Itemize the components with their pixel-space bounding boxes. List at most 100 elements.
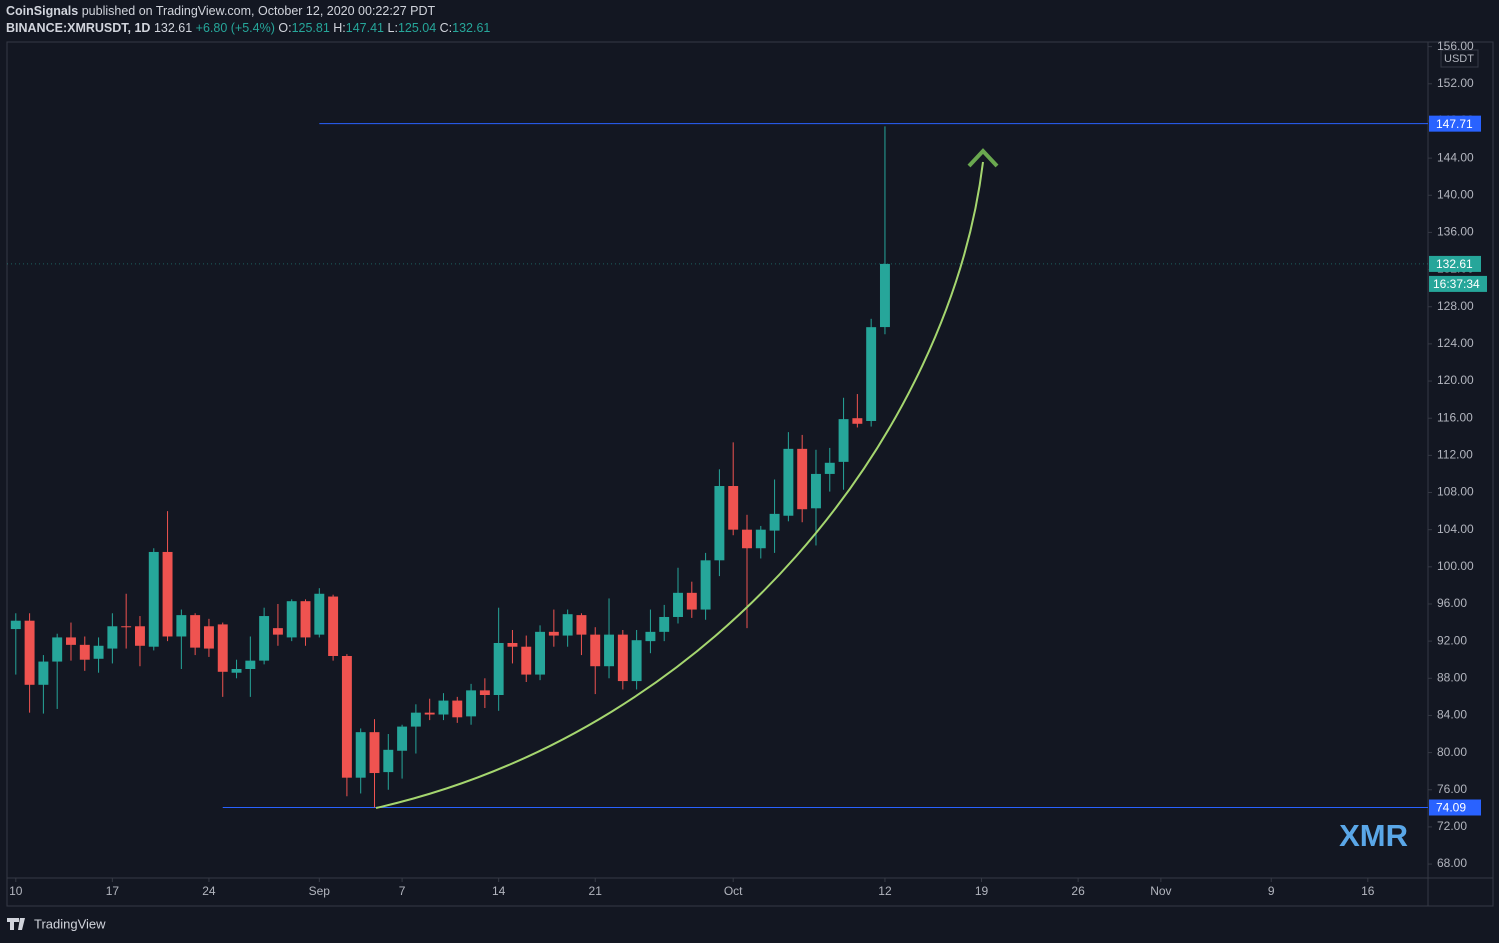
candle-body: [245, 660, 256, 669]
header-line-1: CoinSignals published on TradingView.com…: [6, 4, 436, 18]
candle-body: [328, 596, 339, 656]
candle-body: [66, 637, 76, 645]
candle-body: [755, 529, 766, 549]
candle-body: [38, 661, 49, 685]
publisher: CoinSignals: [6, 4, 78, 18]
candle-body: [79, 644, 90, 660]
candle-body: [300, 601, 311, 638]
candle-body: [811, 473, 821, 509]
price-line-label: 74.09: [1436, 801, 1466, 815]
c-label: C:: [440, 21, 453, 35]
plot: [7, 123, 1428, 808]
candle-body: [272, 628, 283, 635]
x-tick-label: Sep: [309, 884, 331, 898]
y-tick-label: 120.00: [1437, 373, 1474, 387]
candle-body: [645, 631, 656, 642]
y-tick-label: 92.00: [1437, 633, 1467, 647]
y-tick-label: 96.00: [1437, 596, 1467, 610]
y-tick-label: 116.00: [1437, 410, 1473, 424]
candle-body: [714, 486, 725, 561]
candle-body: [576, 615, 587, 635]
watermark: XMR: [1339, 818, 1408, 853]
y-tick-label: 80.00: [1437, 745, 1467, 759]
y-tick-label: 140.00: [1437, 187, 1474, 201]
y-tick-label: 128.00: [1437, 299, 1474, 313]
symbol: BINANCE:XMRUSDT, 1D: [6, 21, 150, 35]
candle-body: [466, 690, 477, 717]
published: published on TradingView.com, October 12…: [82, 4, 436, 18]
candle-body: [852, 418, 863, 424]
candle-body: [162, 551, 173, 637]
candle-body: [728, 486, 739, 530]
o-value: 125.81: [292, 21, 330, 35]
candle-body: [590, 634, 601, 667]
candle-body: [866, 327, 877, 421]
y-tick-label: 152.00: [1437, 76, 1474, 90]
price-line-tag: [1429, 115, 1481, 132]
o-label: O:: [278, 21, 291, 35]
candle-body: [783, 448, 794, 516]
y-tick-label: 84.00: [1437, 708, 1467, 722]
candle-body: [176, 615, 187, 637]
candle-body: [631, 640, 642, 682]
h-label: H:: [333, 21, 346, 35]
candle-body: [397, 726, 408, 751]
candle-body: [286, 601, 297, 638]
candle-body: [424, 712, 435, 715]
y-tick-label: 124.00: [1437, 336, 1474, 350]
candle-body: [617, 634, 628, 682]
candle-body: [355, 732, 366, 778]
y-tick-label: 104.00: [1437, 522, 1474, 536]
x-tick-label: 17: [106, 884, 120, 898]
y-tick-label: 108.00: [1437, 485, 1474, 499]
y-tick-label: 88.00: [1437, 670, 1467, 684]
candle-body: [742, 529, 752, 549]
x-tick-label: 24: [202, 884, 216, 898]
y-tick-label: 76.00: [1437, 782, 1467, 796]
candle-body: [879, 263, 890, 328]
frame: [6, 41, 1494, 907]
candle-body: [479, 690, 490, 696]
candle-body: [521, 646, 532, 675]
x-tick-label: 10: [9, 884, 23, 898]
price-line-tag: [1429, 799, 1481, 816]
countdown-tag: [1429, 275, 1487, 292]
footer: TradingView: [7, 916, 106, 931]
candle-body: [838, 419, 849, 462]
trend-curve: [375, 161, 984, 809]
candle-body: [52, 637, 63, 662]
candle-body: [700, 560, 711, 610]
candle-body: [369, 732, 380, 774]
x-tick-label: 16: [1361, 884, 1375, 898]
y-tick-label: 68.00: [1437, 856, 1467, 870]
arrow-head: [967, 148, 999, 168]
h-value: 147.41: [346, 21, 384, 35]
last-price-tag: [1429, 255, 1481, 272]
x-tick-label: Nov: [1150, 884, 1171, 898]
candle-body: [535, 631, 546, 675]
c-value: 132.61: [452, 21, 490, 35]
y-tick-label: 136.00: [1437, 225, 1474, 239]
candle-body: [107, 626, 118, 649]
price-line-label: 147.71: [1436, 117, 1473, 131]
y-tick-label: 72.00: [1437, 819, 1467, 833]
header-line-2: BINANCE:XMRUSDT, 1D 132.61 +6.80 (+5.4%)…: [6, 21, 490, 35]
candle-body: [507, 642, 518, 647]
countdown: 16:37:34: [1433, 277, 1480, 291]
candle-body: [769, 513, 780, 531]
x-tick-label: 7: [399, 884, 406, 898]
candle-body: [604, 634, 614, 667]
candle-body: [673, 592, 683, 617]
candle-body: [493, 642, 504, 696]
y-tick-label: 144.00: [1437, 150, 1474, 164]
candle-body: [217, 624, 228, 672]
last: 132.61: [154, 21, 192, 35]
candle-body: [314, 593, 325, 635]
l-label: L:: [388, 21, 398, 35]
candle-body: [438, 700, 449, 715]
candle-body: [686, 592, 697, 610]
candle-body: [548, 631, 559, 636]
candle-body: [341, 655, 352, 778]
candle-body: [562, 614, 573, 636]
